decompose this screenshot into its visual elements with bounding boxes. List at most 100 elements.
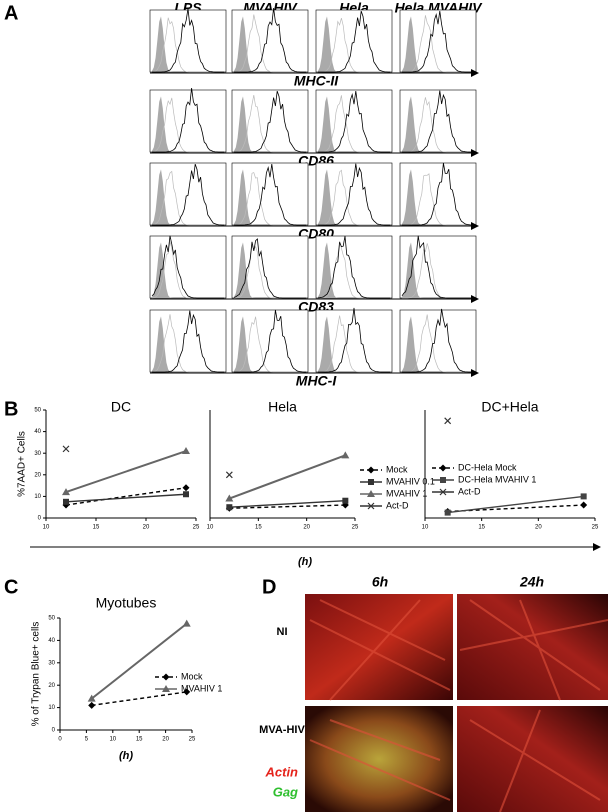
data-point [87, 694, 96, 702]
series-line [228, 454, 346, 500]
data-point [182, 447, 190, 455]
isotype-peak [234, 242, 306, 298]
x-tick-label: 10 [43, 525, 50, 531]
row-label: NI [277, 626, 288, 638]
y-tick-label: 50 [34, 408, 41, 414]
data-point [225, 494, 234, 502]
isotype-peak [402, 242, 474, 298]
sample-line [233, 238, 306, 299]
chart-title: Myotubes [96, 595, 157, 611]
legend-entry: Mock [181, 671, 203, 681]
x-tick-label: 15 [478, 525, 485, 531]
data-point [183, 688, 191, 696]
control-line [402, 97, 474, 153]
control-line [151, 170, 224, 226]
sample-line [234, 163, 306, 226]
sample-line [402, 90, 474, 153]
legend-symbol [162, 673, 170, 681]
sample-line [152, 88, 224, 153]
legend-entry: Act-D [458, 486, 481, 496]
panel-label: B [4, 398, 18, 420]
x-axis-label: (h) [298, 556, 312, 568]
x-tick-label: 10 [109, 737, 116, 743]
y-tick-label: 20 [34, 472, 41, 478]
panel-label: D [262, 576, 276, 598]
sample-line [152, 310, 224, 373]
column-header: 24h [519, 574, 544, 590]
series-line [91, 691, 187, 707]
x-tick-label: 20 [162, 737, 169, 743]
isotype-peak [402, 16, 474, 72]
x-tick-label: 25 [592, 525, 599, 531]
sample-line [152, 8, 224, 73]
y-tick-label: 30 [48, 660, 55, 666]
control-line [233, 316, 306, 373]
micrograph [305, 706, 453, 812]
isotype-peak [402, 316, 474, 372]
x-tick-label: 25 [189, 737, 196, 743]
x-tick-label: 15 [93, 525, 100, 531]
control-line [151, 314, 224, 373]
y-axis-label: % of Trypan Blue+ cells [31, 622, 42, 727]
data-point [88, 701, 96, 709]
legend-symbol [439, 464, 447, 472]
sample-line [234, 8, 306, 73]
x-tick-label: 10 [422, 525, 429, 531]
series-line [65, 487, 187, 506]
sample-line [402, 10, 474, 73]
data-point [444, 509, 451, 516]
series-line [91, 622, 188, 700]
control-line [318, 18, 390, 73]
sample-line [318, 163, 390, 226]
isotype-peak [234, 16, 306, 72]
data-point [226, 504, 233, 511]
x-tick-label: 5 [85, 737, 89, 743]
series-line [229, 504, 346, 509]
y-tick-label: 50 [48, 616, 55, 622]
series-line [229, 500, 346, 508]
data-point [341, 451, 350, 459]
sample-line [318, 90, 390, 153]
isotype-peak [234, 96, 306, 152]
y-tick-label: 10 [34, 494, 41, 500]
data-point [182, 484, 190, 492]
y-tick-label: 30 [34, 451, 41, 457]
isotype-peak [318, 96, 390, 152]
micrograph [457, 594, 608, 700]
x-tick-label: 15 [255, 525, 262, 531]
y-tick-label: 0 [38, 516, 42, 522]
data-point [62, 488, 70, 496]
sample-line [318, 10, 390, 73]
x-tick-label: 25 [352, 525, 359, 531]
y-tick-label: 40 [34, 429, 41, 435]
row-label: MVA-HIV [259, 724, 305, 736]
control-line [402, 173, 474, 226]
y-tick-label: 10 [48, 705, 55, 711]
sample-line [401, 235, 474, 299]
legend-entry: DC-Hela Mock [458, 462, 517, 472]
control-line [402, 314, 474, 373]
data-point [62, 445, 70, 453]
legend-symbol [367, 466, 375, 474]
y-tick-label: 0 [52, 728, 56, 734]
data-point [63, 498, 69, 505]
x-tick-label: 20 [143, 525, 150, 531]
legend-symbol [367, 490, 375, 497]
sample-line [317, 236, 390, 299]
data-point [182, 619, 191, 627]
legend-symbol [162, 685, 170, 692]
legend-symbol [440, 477, 446, 483]
chart: Myotubes 0 10 20 30 40 50 0 5 10 15 20 25 % of Trypan… [31, 595, 223, 762]
x-axis-label: (h) [119, 750, 133, 762]
panel-a: LPS MVAHIV Hela Hela MVAHIVMHC-IICD86CD80CD… [149, 0, 483, 389]
data-point [183, 491, 189, 498]
isotype-peak [318, 16, 390, 72]
isotype-peak [402, 169, 474, 225]
x-tick-label: 15 [136, 737, 143, 743]
sample-line [234, 309, 306, 373]
fibers [309, 599, 608, 812]
stain-label: Gag [273, 784, 298, 799]
